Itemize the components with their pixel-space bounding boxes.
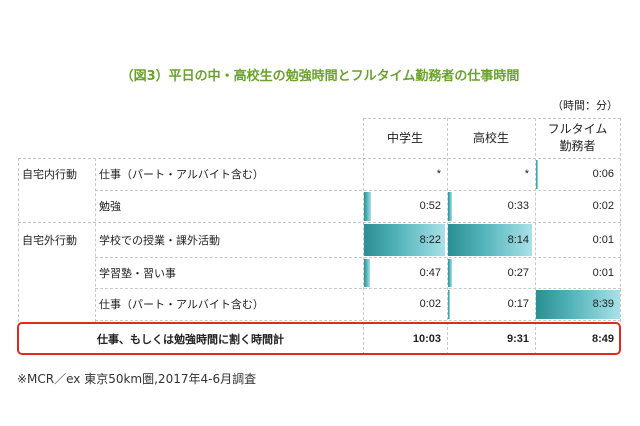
grid-line [18, 158, 621, 159]
column-header-junior-high: 中学生 [386, 130, 423, 145]
row-label: 学習塾・習い事 [99, 266, 176, 280]
grid-line [95, 320, 621, 321]
grid-line [95, 257, 621, 258]
grid-line [95, 190, 621, 191]
column-header-line: 勤務者 [559, 139, 596, 153]
value-cell: 0:02 [592, 200, 614, 212]
total-value: 8:49 [591, 332, 614, 345]
grid-line [95, 288, 621, 289]
row-label: 仕事（パート・アルバイト含む） [99, 298, 264, 311]
group-label-home: 自宅内行動 [22, 168, 77, 181]
column-header-fulltime-worker: フルタイム 勤務者 [535, 118, 620, 158]
column-header-line: フルタイム [547, 122, 608, 136]
grid-line [535, 118, 536, 355]
value-cell: 0:06 [592, 168, 614, 180]
bar-junior-study [364, 192, 371, 221]
grid-line [620, 118, 621, 322]
bar-high-school [448, 224, 532, 256]
bar-high-work [448, 290, 450, 319]
value-cell: 0:27 [507, 266, 529, 279]
row-label: 学校での授業・課外活動 [99, 233, 220, 247]
total-value: 10:03 [412, 332, 441, 345]
value-cell: 8:22 [419, 233, 441, 246]
source-note: ※MCR／ex 東京50km圏,2017年4-6月調査 [17, 372, 257, 386]
value-cell: 0:47 [419, 266, 441, 279]
row-label: 仕事（パート・アルバイト含む） [99, 168, 264, 181]
value-cell: 0:01 [592, 233, 614, 246]
chart-title: （図3）平日の中・高校生の勉強時間とフルタイム勤務者の仕事時間 [120, 69, 520, 84]
value-cell: 0:52 [419, 200, 441, 212]
value-cell: 0:01 [592, 266, 614, 279]
column-header-high-school: 高校生 [472, 130, 509, 145]
value-cell: 0:33 [507, 200, 529, 212]
group-label-outside: 自宅外行動 [22, 233, 77, 247]
value-cell: * [524, 168, 529, 180]
total-highlight-box [17, 322, 621, 355]
grid-line [18, 158, 19, 322]
total-value: 9:31 [506, 332, 529, 345]
unit-label: （時間：分） [552, 99, 618, 112]
value-cell: 0:17 [507, 298, 529, 310]
grid-line [363, 118, 364, 355]
bar-junior-school [364, 224, 445, 256]
bar-fulltime-work [536, 290, 620, 319]
grid-line [18, 222, 621, 223]
grid-line [95, 158, 96, 322]
value-cell: 8:14 [507, 233, 529, 246]
bar-junior-cram [364, 259, 370, 287]
total-label: 仕事、もしくは勉強時間に割く時間計 [97, 332, 284, 346]
value-cell: * [436, 168, 441, 180]
bar-high-cram [448, 259, 452, 287]
bar-high-study [448, 192, 452, 221]
row-label: 勉強 [99, 200, 121, 213]
grid-line [447, 118, 448, 355]
value-cell: 8:39 [592, 298, 614, 310]
value-cell: 0:02 [419, 298, 441, 310]
grid-line [363, 118, 621, 119]
bar-fulltime-home-work [536, 160, 538, 189]
